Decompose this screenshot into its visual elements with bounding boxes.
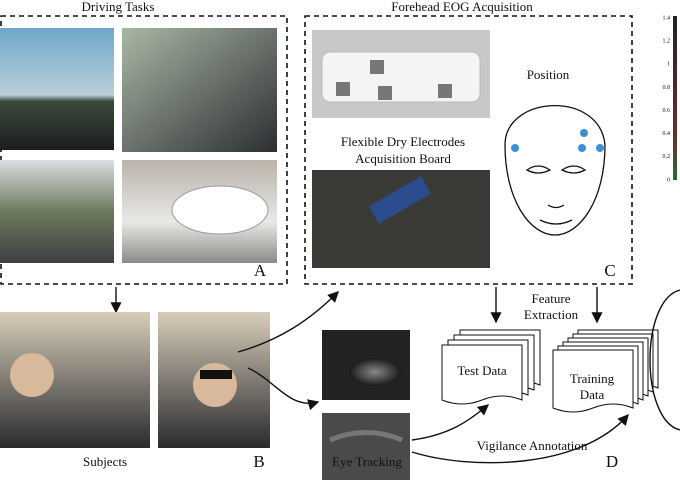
photo	[122, 28, 277, 152]
electrode	[370, 60, 384, 74]
panel-box	[304, 15, 633, 285]
electrode	[336, 82, 350, 96]
caption: Eye Tracking	[332, 454, 402, 469]
arrow	[247, 367, 320, 411]
arrow	[411, 404, 490, 441]
panel-label: A	[254, 261, 267, 280]
colorbar-tick-label: 0.6	[663, 108, 671, 114]
colorbar-ticks: 1.4 1.2 1 0.8 0.6 0.4 0.2 0	[663, 15, 671, 183]
caption: Acquisition Board	[355, 151, 451, 166]
eye-closed	[329, 430, 403, 443]
electrode-markers	[511, 129, 604, 152]
panel-title: Forehead EOG Acquisition	[391, 0, 533, 14]
arc	[649, 289, 680, 431]
panel-label: C	[604, 261, 615, 280]
label: Test Data	[457, 363, 506, 378]
colorbar-tick-label: 0.2	[663, 154, 671, 160]
test-data-stack	[441, 329, 541, 405]
position-label: Position	[527, 67, 570, 82]
eye-bar	[200, 370, 232, 379]
photo	[0, 28, 114, 150]
panel-label: D	[606, 452, 618, 471]
arrow	[237, 291, 339, 353]
photo	[322, 413, 410, 480]
colorbar-tick-label: 1	[667, 62, 670, 68]
caption: Flexible Dry Electrodes	[341, 134, 465, 149]
label: Feature	[532, 291, 571, 306]
colorbar	[673, 16, 677, 180]
board	[369, 176, 431, 224]
training-data-stack	[552, 329, 659, 413]
eye	[349, 358, 401, 386]
colorbar-tick-label: 1.4	[663, 15, 671, 21]
electrode	[438, 84, 452, 98]
colorbar-tick-label: 0.4	[663, 131, 671, 137]
arrow	[411, 413, 629, 464]
label: Vigilance Annotation	[477, 438, 588, 453]
label: Data	[580, 387, 605, 402]
photo	[312, 170, 490, 268]
colorbar-tick-label: 1.2	[663, 39, 671, 45]
label: Training	[570, 371, 615, 386]
colorbar-tick-label: 0	[667, 177, 670, 183]
photo	[0, 160, 114, 263]
car-shape	[171, 185, 269, 235]
panel-title: Driving Tasks	[82, 0, 155, 14]
colorbar-tick-label: 0.8	[663, 85, 671, 91]
face-drawing	[504, 105, 606, 236]
panel-label: B	[253, 452, 264, 471]
head	[10, 353, 54, 397]
electrode	[378, 86, 392, 100]
caption: Subjects	[83, 454, 127, 469]
label: Extraction	[524, 307, 579, 322]
head	[193, 363, 237, 407]
